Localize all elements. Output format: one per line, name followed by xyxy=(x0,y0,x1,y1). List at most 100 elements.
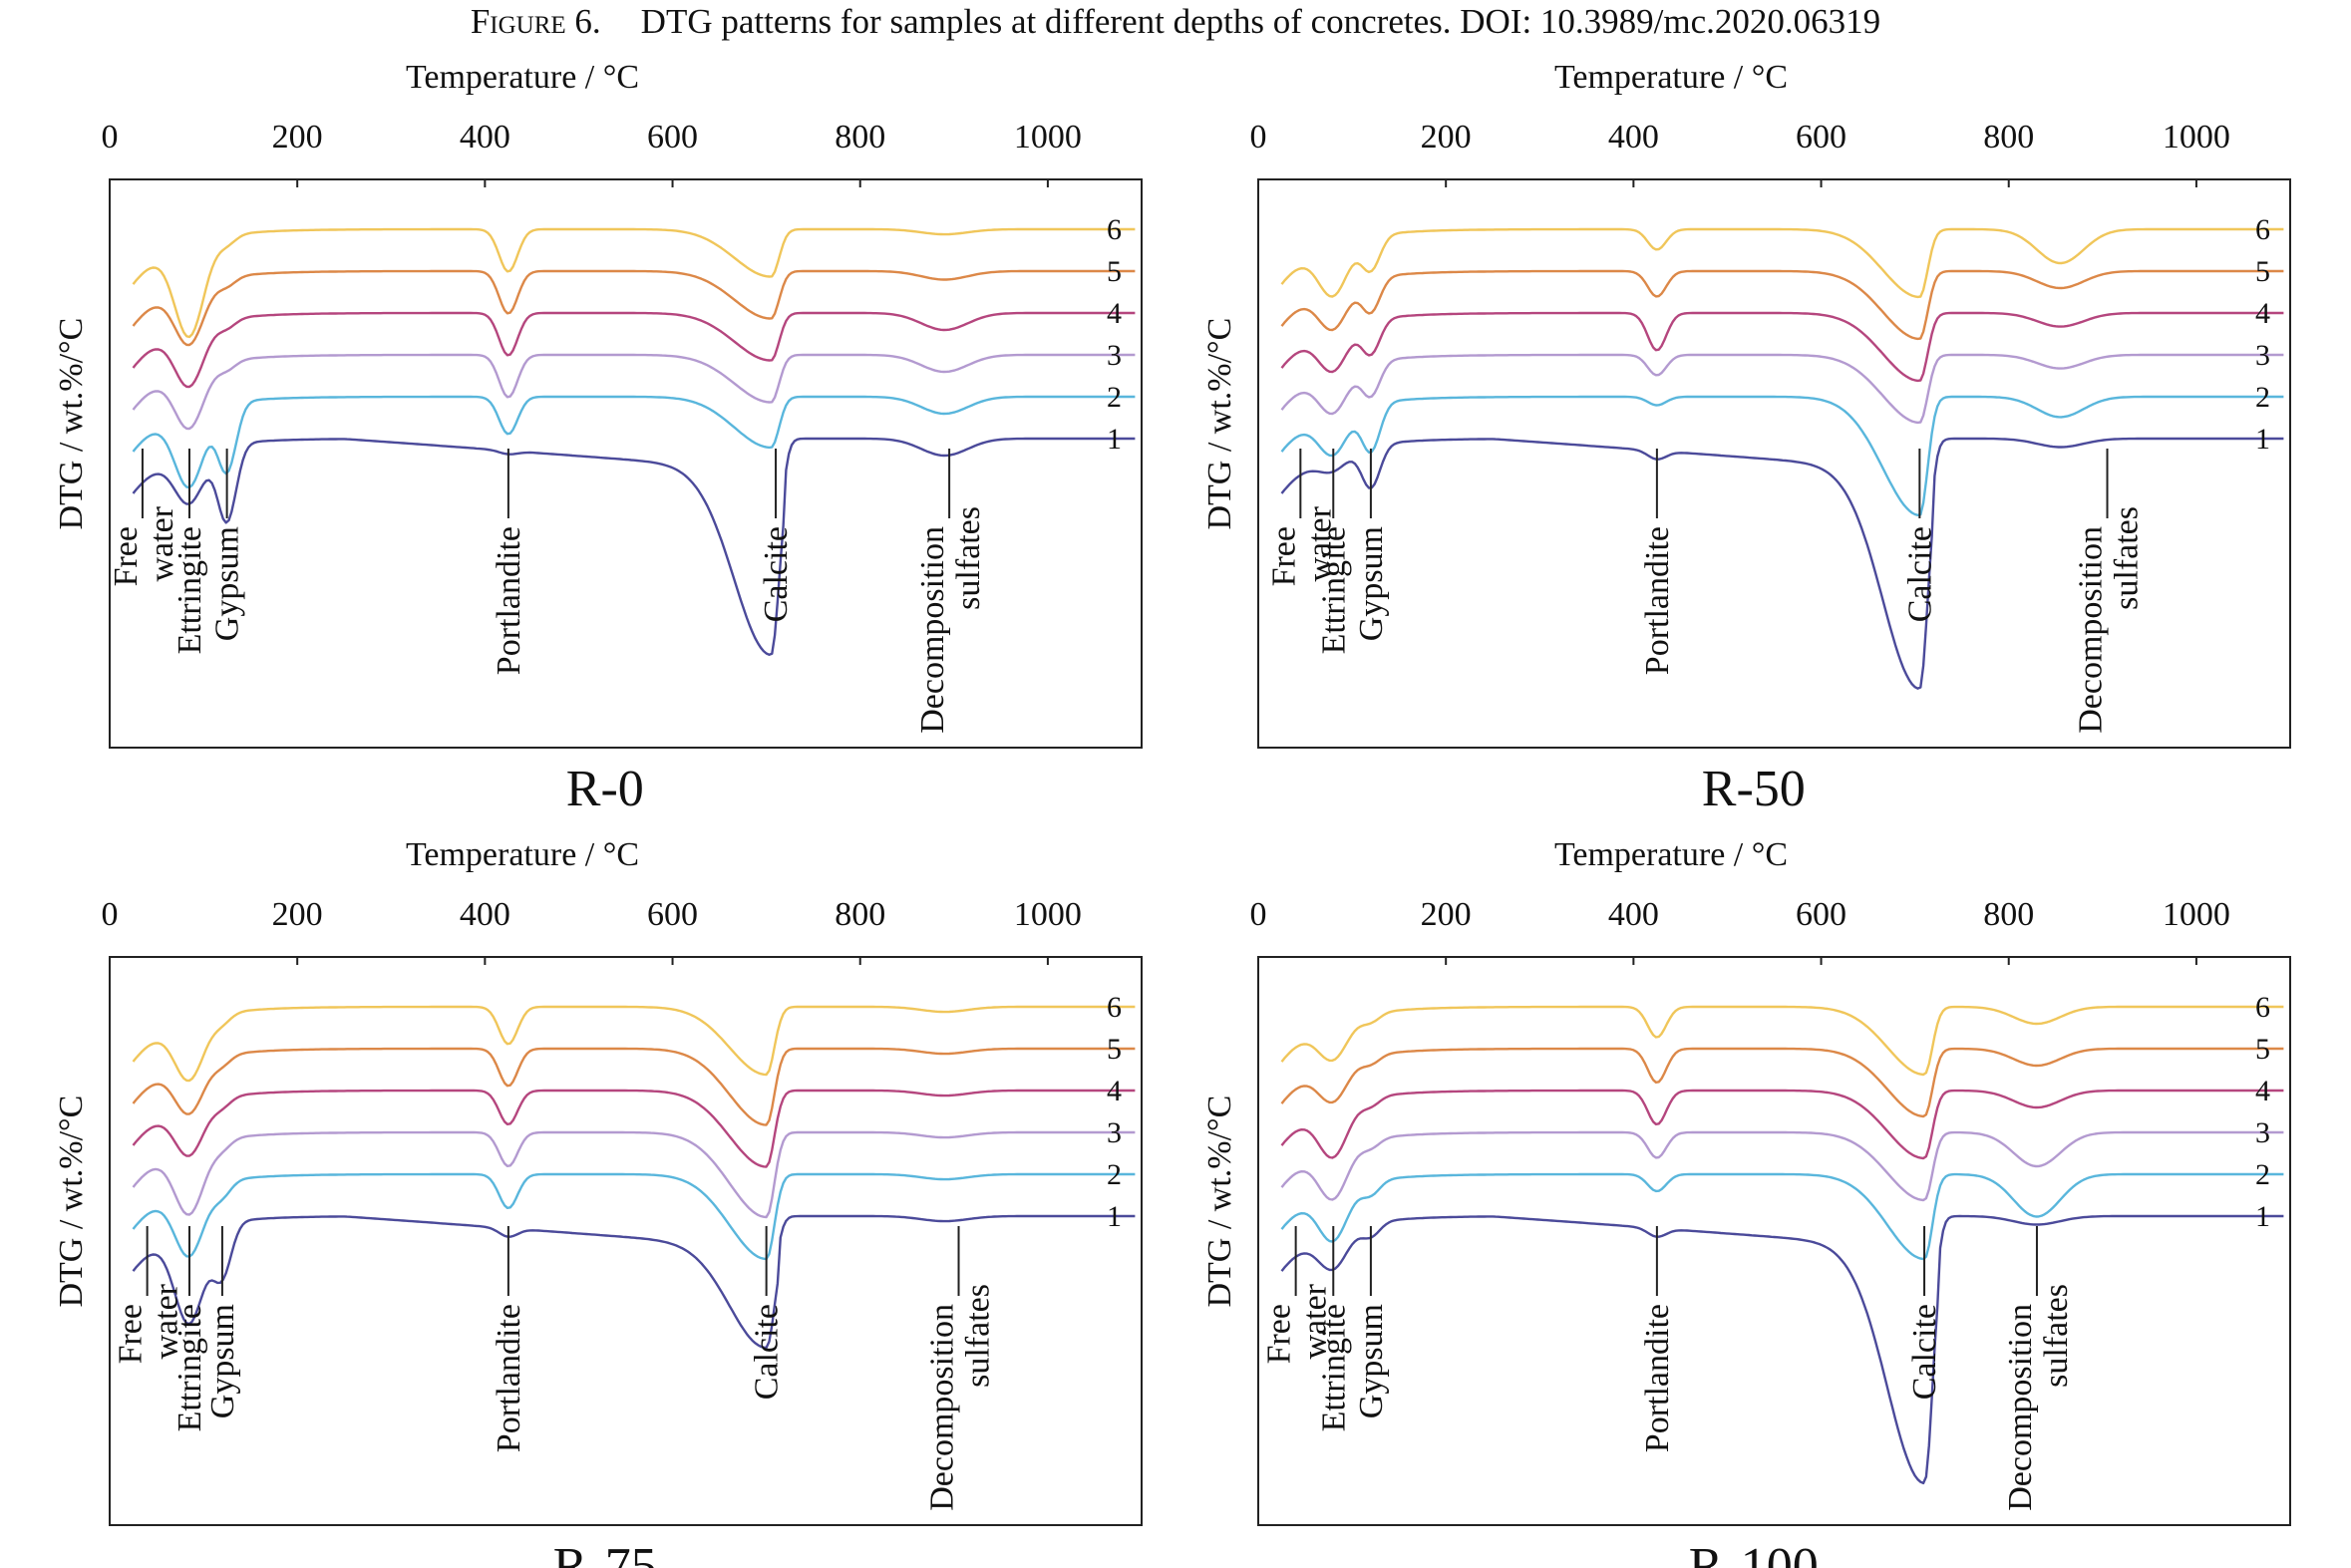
annotation-label: Portlandite xyxy=(491,526,527,675)
annotation-label: Ettringite xyxy=(171,1304,208,1431)
curve-label-6: 6 xyxy=(2255,991,2270,1024)
dtg-curve-6 xyxy=(132,227,1136,339)
x-tick-label: 1000 xyxy=(1014,119,1082,156)
dtg-curve-4 xyxy=(1280,1089,2284,1160)
annotation: Decomposition sulfates xyxy=(2002,1226,2075,1511)
annotation-label: Calcite xyxy=(1906,1304,1943,1400)
annotation-label: Decomposition xyxy=(914,526,951,734)
annotation-label: Gypsum xyxy=(1353,526,1390,641)
x-tick-label: 0 xyxy=(1250,896,1267,933)
annotation: Gypsum xyxy=(204,1226,241,1418)
annotation-label: Calcite xyxy=(749,1304,786,1400)
annotation: Free water xyxy=(108,449,180,586)
annotation: Calcite xyxy=(749,1226,786,1400)
y-axis-title: DTG / wt.%/°C xyxy=(53,318,90,530)
dtg-curve-2 xyxy=(132,395,1136,489)
panel-label: R-0 xyxy=(566,761,644,817)
curve-label-4: 4 xyxy=(2255,297,2270,330)
annotation: Ettringite xyxy=(1315,1226,1352,1431)
x-tick-label: 1000 xyxy=(2163,896,2230,933)
curve-label-1: 1 xyxy=(1107,423,1122,456)
caption-text: DTG patterns for samples at different de… xyxy=(640,2,1881,41)
x-tick-label: 1000 xyxy=(1014,896,1082,933)
annotation-label: Decomposition xyxy=(2002,1304,2039,1511)
annotation: Calcite xyxy=(758,449,795,622)
annotation: Gypsum xyxy=(1353,1226,1390,1418)
annotation-label: Ettringite xyxy=(171,526,208,654)
annotation: Calcite xyxy=(1901,449,1938,622)
dtg-curve-2 xyxy=(1280,1172,2284,1261)
curve-label-6: 6 xyxy=(1107,991,1122,1024)
annotation-label: Portlandite xyxy=(1639,526,1676,675)
panel-label: R-100 xyxy=(1689,1538,1819,1568)
curve-label-5: 5 xyxy=(1107,1033,1122,1066)
x-tick-label: 600 xyxy=(1796,119,1847,156)
annotation: Gypsum xyxy=(1353,449,1390,641)
annotation: Free water xyxy=(1261,1226,1334,1364)
annotation-label: Portlandite xyxy=(491,1304,527,1452)
curve-label-4: 4 xyxy=(1107,297,1122,330)
x-tick-label: 400 xyxy=(460,119,510,156)
plot-frame xyxy=(1257,178,2291,749)
figure-label: Figure 6. xyxy=(470,2,601,41)
x-tick-label: 200 xyxy=(1421,119,1472,156)
x-tick-label: 200 xyxy=(1421,896,1472,933)
annotation-label: Ettringite xyxy=(1315,1304,1352,1431)
panel-r-100: Temperature / °C 0 200 400 600 800 1000 DTG / w… xyxy=(1201,836,2291,1568)
x-tick-label: 800 xyxy=(1983,896,2034,933)
annotation-label: Decomposition xyxy=(924,1304,961,1511)
curve-label-6: 6 xyxy=(2255,213,2270,246)
dtg-curve-5 xyxy=(1280,1047,2284,1118)
panel-label: R-75 xyxy=(553,1538,657,1568)
annotation: Gypsum xyxy=(209,449,246,641)
curve-label-3: 3 xyxy=(1107,1116,1122,1149)
y-axis-title: DTG / wt.%/°C xyxy=(1201,1096,1238,1308)
annotation-label: Gypsum xyxy=(1353,1304,1390,1418)
dtg-curve-4 xyxy=(1280,311,2284,383)
dtg-curve-1 xyxy=(132,437,1136,656)
plot-frame xyxy=(109,178,1143,749)
dtg-curve-3 xyxy=(1280,1130,2284,1202)
panel-label: R-50 xyxy=(1702,761,1806,817)
dtg-curve-1 xyxy=(1280,437,2284,690)
annotation-label: Decomposition xyxy=(2073,526,2110,734)
annotation-label: Ettringite xyxy=(1315,526,1352,654)
annotation-label: sulfates xyxy=(2109,506,2146,610)
curve-label-3: 3 xyxy=(2255,1116,2270,1149)
annotation: Portlandite xyxy=(1639,449,1676,675)
curve-label-1: 1 xyxy=(2255,423,2270,456)
dtg-curve-4 xyxy=(132,311,1136,389)
annotation: Decomposition sulfates xyxy=(2073,449,2146,734)
x-tick-label: 200 xyxy=(272,896,323,933)
dtg-curve-2 xyxy=(132,1172,1136,1261)
annotation: Calcite xyxy=(1906,1226,1943,1400)
panel-r-75: Temperature / °C 0 200 400 600 800 1000 DTG / w… xyxy=(53,836,1143,1568)
curve-label-2: 2 xyxy=(2255,381,2270,414)
x-tick-label: 400 xyxy=(1608,896,1659,933)
dtg-curve-2 xyxy=(1280,395,2284,516)
x-tick-label: 600 xyxy=(647,119,698,156)
dtg-curve-6 xyxy=(1280,1005,2284,1077)
figure-caption: Figure 6. DTG patterns for samples at dif… xyxy=(0,0,2351,44)
dtg-curve-3 xyxy=(132,353,1136,431)
curve-label-4: 4 xyxy=(2255,1075,2270,1107)
dtg-curve-6 xyxy=(1280,227,2284,299)
panel-r-0: Temperature / °C 0 200 400 600 800 1000 DTG / w… xyxy=(53,59,1143,817)
annotation-label: sulfates xyxy=(2038,1284,2075,1388)
curve-label-5: 5 xyxy=(1107,255,1122,288)
annotation-label: Gypsum xyxy=(209,526,246,641)
annotation-label: Free xyxy=(1261,1304,1298,1364)
panel-r-50: Temperature / °C 0 200 400 600 800 1000 DTG / w… xyxy=(1201,59,2291,817)
dtg-curve-4 xyxy=(132,1089,1136,1168)
annotation-label: Free xyxy=(113,1304,150,1364)
annotation: Portlandite xyxy=(491,449,527,675)
annotation: Portlandite xyxy=(1639,1226,1676,1452)
annotation: Free water xyxy=(1265,449,1338,586)
x-tick-label: 0 xyxy=(1250,119,1267,156)
annotation: Ettringite xyxy=(171,1226,208,1431)
annotation-label: Portlandite xyxy=(1639,1304,1676,1452)
annotation-label: Free xyxy=(1265,526,1302,586)
x-tick-label: 800 xyxy=(835,119,885,156)
curve-label-2: 2 xyxy=(1107,1158,1122,1191)
